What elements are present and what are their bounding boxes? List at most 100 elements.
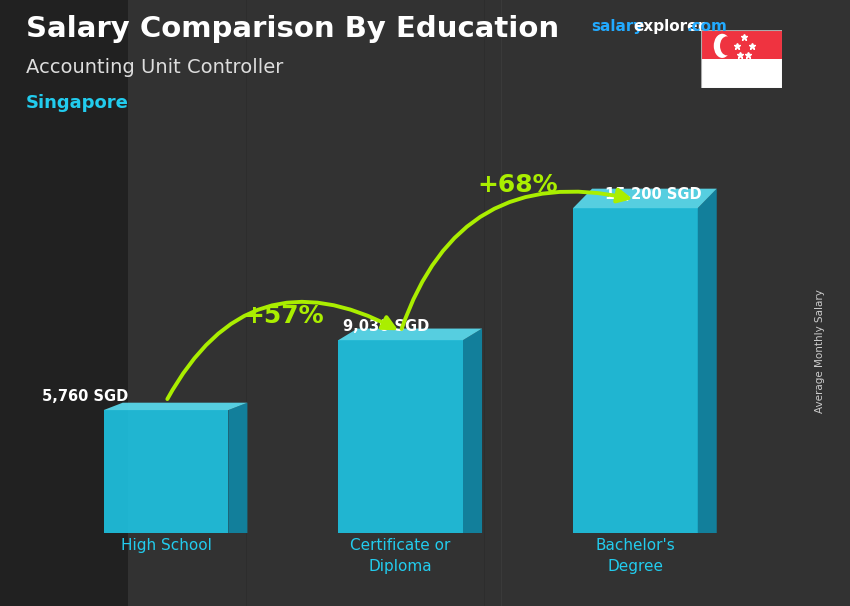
Bar (85, 0, 94, 606)
Bar (136, 0, 144, 606)
Bar (459, 0, 468, 606)
Bar (42, 0, 51, 606)
Bar (808, 0, 816, 606)
Text: Average Monthly Salary: Average Monthly Salary (815, 290, 825, 413)
Bar (701, 59, 782, 88)
Polygon shape (463, 328, 482, 533)
Bar (833, 0, 842, 606)
Bar (128, 0, 136, 606)
Bar (68, 0, 76, 606)
Bar (357, 0, 366, 606)
Bar (272, 0, 280, 606)
Bar (51, 0, 60, 606)
Bar (765, 0, 774, 606)
Bar (536, 0, 544, 606)
Bar (790, 0, 799, 606)
Text: .com: .com (687, 19, 728, 35)
Bar (400, 0, 408, 606)
Bar (119, 0, 128, 606)
Bar (60, 0, 68, 606)
Bar (510, 0, 518, 606)
Bar (756, 0, 765, 606)
Bar (94, 0, 102, 606)
Bar (144, 0, 153, 606)
Bar (170, 0, 178, 606)
Bar (348, 0, 357, 606)
Bar (416, 0, 425, 606)
Bar (314, 0, 323, 606)
Bar (434, 0, 442, 606)
Bar (697, 0, 706, 606)
Bar (493, 0, 501, 606)
Bar (391, 0, 399, 606)
Polygon shape (104, 410, 229, 533)
Bar (578, 0, 586, 606)
Text: Salary Comparison By Education: Salary Comparison By Education (26, 15, 558, 43)
Bar (102, 0, 110, 606)
Bar (153, 0, 162, 606)
Bar (289, 0, 297, 606)
Bar (620, 0, 629, 606)
Bar (17, 0, 26, 606)
Text: Accounting Unit Controller: Accounting Unit Controller (26, 58, 283, 76)
Polygon shape (573, 188, 717, 208)
Bar (323, 0, 332, 606)
Bar (570, 0, 578, 606)
Bar (722, 0, 731, 606)
Bar (476, 0, 484, 606)
Polygon shape (104, 403, 247, 410)
Bar (212, 0, 221, 606)
Bar (0, 0, 128, 606)
Bar (518, 0, 527, 606)
Bar (638, 0, 646, 606)
Polygon shape (229, 403, 247, 533)
Bar (484, 0, 493, 606)
Bar (706, 0, 714, 606)
Bar (672, 0, 680, 606)
Bar (425, 0, 434, 606)
Bar (595, 0, 604, 606)
Bar (502, 0, 510, 606)
Bar (552, 0, 561, 606)
Bar (187, 0, 196, 606)
Bar (450, 0, 459, 606)
Bar (782, 0, 790, 606)
Bar (731, 0, 740, 606)
Bar (527, 0, 536, 606)
Bar (264, 0, 272, 606)
Polygon shape (573, 208, 698, 533)
Bar (221, 0, 230, 606)
Text: explorer: explorer (633, 19, 706, 35)
Bar (366, 0, 374, 606)
Bar (701, 30, 782, 59)
Text: +57%: +57% (243, 304, 324, 328)
Bar (468, 0, 476, 606)
Bar (774, 0, 782, 606)
Bar (178, 0, 187, 606)
Bar (544, 0, 552, 606)
Circle shape (714, 34, 731, 58)
Bar (842, 0, 850, 606)
Bar (0, 0, 8, 606)
Bar (196, 0, 204, 606)
Polygon shape (338, 328, 482, 340)
Bar (76, 0, 85, 606)
Bar (238, 0, 246, 606)
Bar (306, 0, 314, 606)
Bar (110, 0, 119, 606)
Bar (204, 0, 212, 606)
Bar (824, 0, 833, 606)
Bar (280, 0, 289, 606)
Circle shape (720, 36, 734, 55)
Bar (561, 0, 570, 606)
Text: +68%: +68% (478, 173, 558, 197)
Bar (740, 0, 748, 606)
Text: Singapore: Singapore (26, 94, 128, 112)
Bar (255, 0, 264, 606)
Text: salary: salary (591, 19, 643, 35)
Bar (340, 0, 348, 606)
Polygon shape (338, 340, 463, 533)
Polygon shape (698, 188, 717, 533)
Bar (408, 0, 416, 606)
Bar (374, 0, 382, 606)
